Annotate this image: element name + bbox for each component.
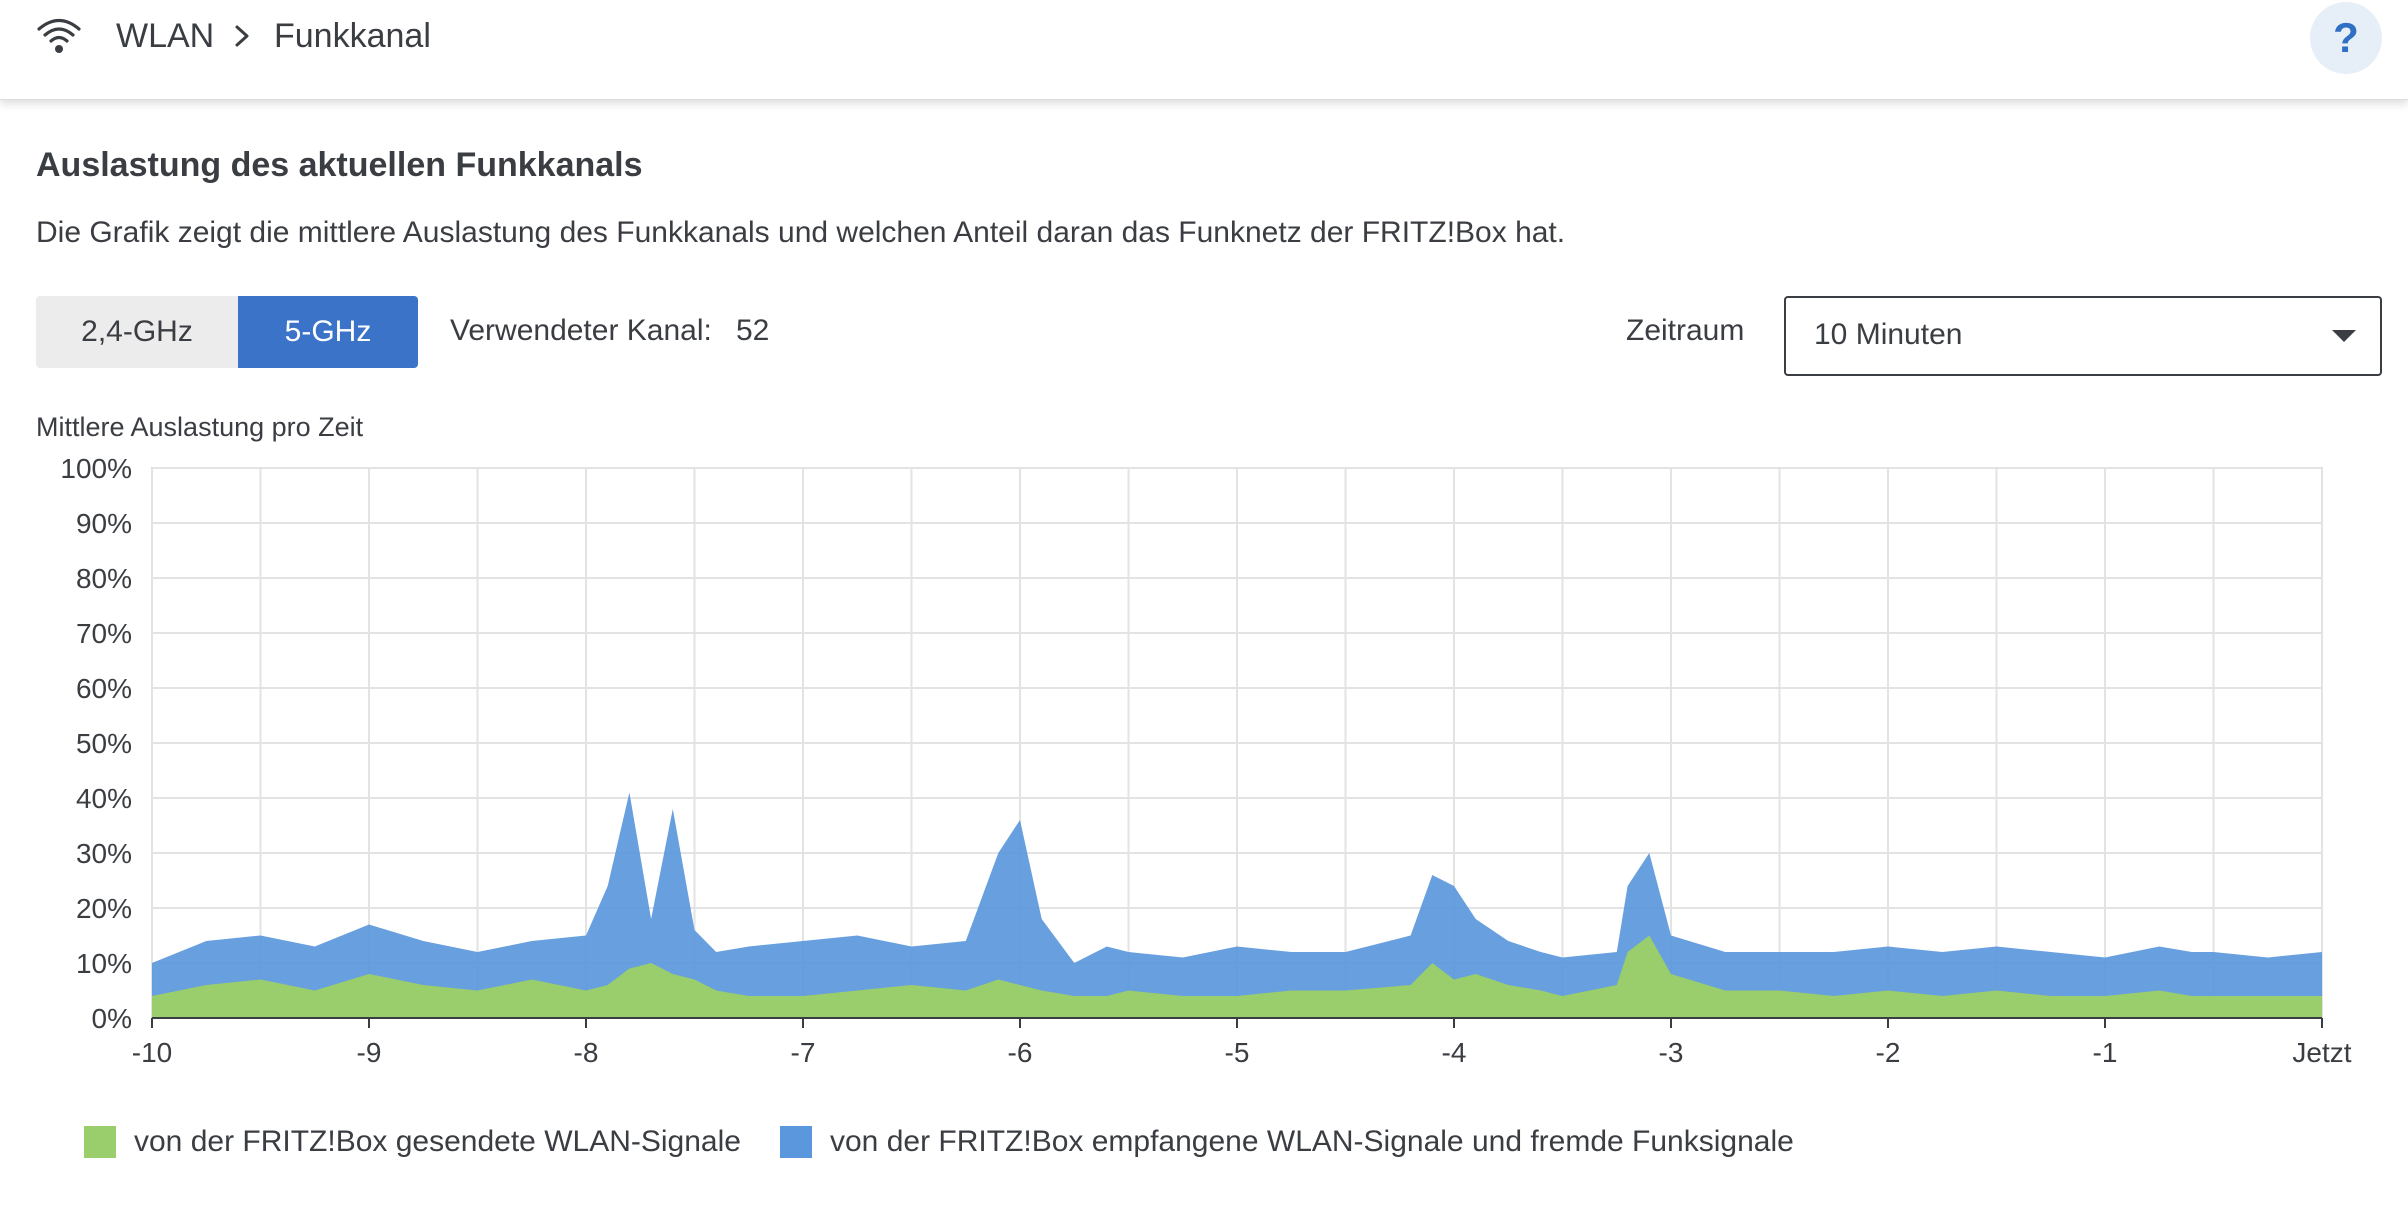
breadcrumb-wlan[interactable]: WLAN <box>116 17 215 55</box>
x-tick-label: -4 <box>1442 1037 1467 1068</box>
band-switch: 2,4-GHz 5-GHz <box>36 296 418 368</box>
y-tick-label: 60% <box>76 673 132 704</box>
legend-swatch-received <box>780 1126 812 1158</box>
legend-label-received: von der FRITZ!Box empfangene WLAN-Signal… <box>830 1125 1794 1158</box>
chevron-right-icon <box>235 25 249 47</box>
period-selected-value: 10 Minuten <box>1814 318 1963 351</box>
x-tick-label: -5 <box>1225 1037 1250 1068</box>
x-tick-label: -3 <box>1659 1037 1684 1068</box>
y-tick-label: 50% <box>76 728 132 759</box>
section-description: Die Grafik zeigt die mittlere Auslastung… <box>36 216 1566 249</box>
channel-value: 52 <box>736 314 770 347</box>
x-tick-label: -10 <box>132 1037 172 1068</box>
series-area-received <box>152 792 2322 1018</box>
x-tick-label: -7 <box>791 1037 816 1068</box>
x-tick-label: -2 <box>1876 1037 1901 1068</box>
period-label: Zeitraum <box>1626 314 1745 347</box>
series-area-sent <box>152 935 2322 1018</box>
y-tick-label: 90% <box>76 508 132 539</box>
section-title: Auslastung des aktuellen Funkkanals <box>36 146 643 184</box>
y-tick-label: 20% <box>76 893 132 924</box>
legend-item-received: von der FRITZ!Box empfangene WLAN-Signal… <box>780 1122 1794 1162</box>
legend-swatch-sent <box>84 1126 116 1158</box>
x-tick-label: Jetzt <box>2292 1037 2351 1068</box>
x-tick-label: -9 <box>357 1037 382 1068</box>
caret-down-icon <box>2332 330 2356 342</box>
period-select[interactable]: 10 Minuten <box>1784 296 2382 376</box>
x-tick-label: -1 <box>2093 1037 2118 1068</box>
y-tick-label: 10% <box>76 948 132 979</box>
y-tick-label: 70% <box>76 618 132 649</box>
y-tick-label: 30% <box>76 838 132 869</box>
wifi-icon <box>37 18 81 53</box>
legend-item-sent: von der FRITZ!Box gesendete WLAN-Signale <box>84 1122 741 1162</box>
x-tick-label: -8 <box>574 1037 599 1068</box>
band-option-2-4ghz[interactable]: 2,4-GHz <box>36 296 238 368</box>
top-bar: WLAN Funkkanal ? <box>0 0 2408 100</box>
legend-label-sent: von der FRITZ!Box gesendete WLAN-Signale <box>134 1125 741 1158</box>
x-tick-label: -6 <box>1008 1037 1033 1068</box>
breadcrumb-funkkanal: Funkkanal <box>274 17 431 55</box>
y-tick-label: 0% <box>92 1003 132 1034</box>
help-button[interactable]: ? <box>2310 2 2382 74</box>
chart-title: Mittlere Auslastung pro Zeit <box>36 412 364 442</box>
band-option-5ghz[interactable]: 5-GHz <box>238 296 418 368</box>
y-tick-label: 80% <box>76 563 132 594</box>
channel-label: Verwendeter Kanal: <box>450 314 712 347</box>
y-tick-label: 100% <box>60 453 132 484</box>
y-tick-label: 40% <box>76 783 132 814</box>
